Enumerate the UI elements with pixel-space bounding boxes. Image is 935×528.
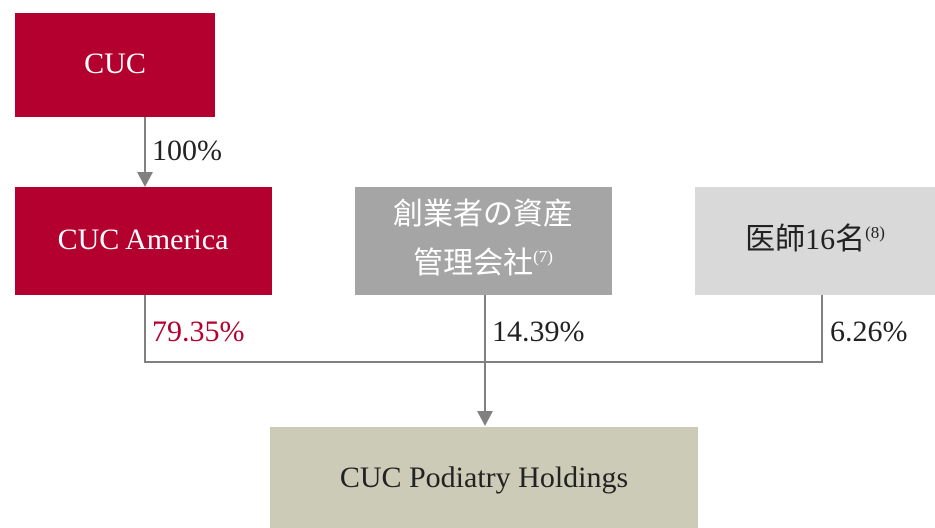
node-box (15, 13, 215, 117)
node-label: 管理会社(7) (413, 247, 553, 280)
node-box (695, 187, 935, 295)
edge-label: 6.26% (830, 315, 908, 348)
node-label: CUC America (58, 223, 229, 256)
footnote-ref: (8) (865, 223, 885, 242)
node-label: CUC Podiatry Holdings (340, 461, 628, 494)
footnote-ref: (7) (533, 247, 553, 266)
edge-label: 100% (152, 134, 222, 167)
arrowhead (137, 172, 153, 187)
edge-label: 79.35% (152, 315, 245, 348)
node-label: CUC (84, 47, 146, 80)
arrowhead (477, 411, 493, 426)
node-label: 医師16名(8) (745, 223, 885, 256)
connector (144, 295, 823, 363)
node-box (270, 427, 698, 528)
node-box (15, 187, 272, 295)
node-box (355, 187, 612, 295)
edge-label: 14.39% (492, 315, 585, 348)
node-label-line: 管理会社 (413, 247, 533, 280)
node-label: 創業者の資産 (393, 198, 573, 231)
node-label-text: 医師16名 (745, 223, 865, 256)
